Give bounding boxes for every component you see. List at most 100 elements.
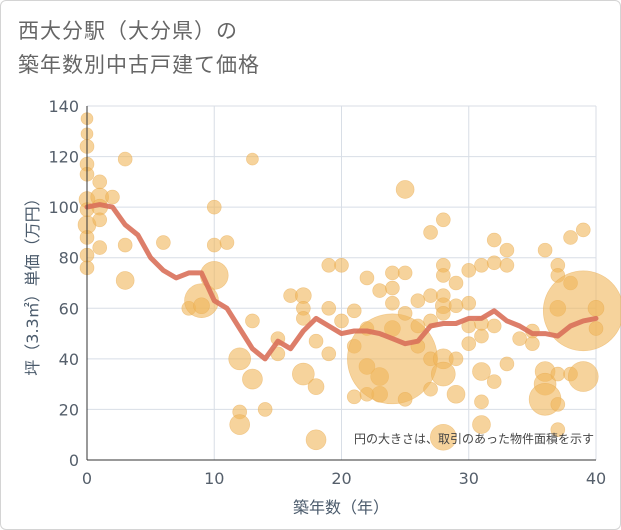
bubble xyxy=(550,366,566,382)
bubble xyxy=(246,152,259,166)
bubble xyxy=(472,415,491,434)
bubble xyxy=(242,368,263,390)
bubble xyxy=(448,351,464,367)
bubble xyxy=(550,397,566,412)
bubble xyxy=(474,328,489,344)
bubble xyxy=(472,362,491,381)
bubble xyxy=(385,280,400,296)
y-tick-label: 100 xyxy=(48,198,79,217)
bubble xyxy=(461,336,477,351)
bubble xyxy=(575,222,591,238)
y-tick-label: 20 xyxy=(59,400,79,419)
bubble xyxy=(206,199,222,215)
bubble xyxy=(346,389,362,405)
y-tick-label: 0 xyxy=(69,451,79,470)
bubble xyxy=(397,306,413,321)
bubble xyxy=(385,265,400,281)
bubble xyxy=(397,392,413,407)
bubble xyxy=(308,333,324,349)
bubble xyxy=(423,225,438,240)
bubble xyxy=(446,384,466,404)
x-tick-label: 40 xyxy=(586,469,606,488)
bubble xyxy=(563,230,578,245)
bubble xyxy=(92,212,108,228)
x-tick-label: 30 xyxy=(459,469,479,488)
grid xyxy=(86,105,597,461)
bubble xyxy=(550,422,566,437)
bubble xyxy=(245,313,260,329)
bubble xyxy=(499,242,515,258)
bubble xyxy=(499,356,515,372)
bubble xyxy=(321,346,337,362)
bubble xyxy=(423,381,438,397)
bubble xyxy=(486,232,502,248)
x-tick-label: 10 xyxy=(204,469,224,488)
x-tick-label: 20 xyxy=(331,469,351,488)
bubble xyxy=(486,318,502,334)
y-tick-label: 80 xyxy=(59,249,79,268)
y-tick-label: 60 xyxy=(59,299,79,318)
bubble xyxy=(486,374,502,389)
bubble xyxy=(156,235,171,250)
bubble xyxy=(228,347,251,371)
bubble xyxy=(346,303,362,319)
bubble xyxy=(587,299,605,317)
chart-title: 西大分駅（大分県）の 築年数別中古戸建て価格 xyxy=(18,19,260,77)
bubble xyxy=(499,257,515,273)
bubble xyxy=(512,331,527,346)
bubble xyxy=(410,293,426,309)
bubble xyxy=(359,270,375,286)
bubble xyxy=(474,257,489,273)
bubble xyxy=(92,240,108,255)
bubbles xyxy=(77,112,621,451)
bubble xyxy=(486,255,502,271)
bubble xyxy=(105,189,120,205)
bubble xyxy=(542,270,621,352)
bubble xyxy=(588,321,604,336)
bubble xyxy=(435,268,451,283)
bubble xyxy=(92,174,108,190)
bubble xyxy=(474,394,489,410)
bubble xyxy=(219,235,235,250)
trend-line xyxy=(84,202,599,362)
bubble xyxy=(229,414,250,435)
bubble xyxy=(435,306,451,321)
bubble xyxy=(305,429,327,451)
bubble xyxy=(334,313,349,329)
bubble xyxy=(321,257,337,273)
y-tick-label: 40 xyxy=(59,350,79,369)
bubble xyxy=(448,298,464,314)
bubble xyxy=(395,180,415,199)
bubble xyxy=(385,295,400,311)
bubble xyxy=(292,362,315,386)
bubble xyxy=(435,212,451,228)
bubble xyxy=(429,423,457,451)
bubble-size-note: 円の大きさは、取引のあった物件面積を示す xyxy=(354,431,594,446)
bubble xyxy=(296,311,311,326)
bubble xyxy=(410,318,426,334)
bubble xyxy=(461,263,477,278)
bubble xyxy=(525,336,540,351)
bubble xyxy=(321,300,337,316)
bubble xyxy=(461,295,477,311)
bubble xyxy=(334,257,349,273)
bubble xyxy=(307,378,325,395)
average-price-line xyxy=(84,202,599,362)
bubble xyxy=(117,151,133,167)
bubble xyxy=(430,361,456,387)
x-tick-label: 0 xyxy=(82,469,92,488)
bubble xyxy=(115,271,135,290)
bubble xyxy=(567,361,599,392)
x-axis-label: 築年数（年） xyxy=(293,498,389,517)
bubble xyxy=(257,402,273,417)
y-axis-label: 坪（3.3㎡）単価（万円） xyxy=(23,190,42,375)
bubble xyxy=(117,237,133,253)
bubble xyxy=(448,275,464,291)
bubble xyxy=(423,288,438,303)
y-tick-label: 140 xyxy=(48,97,79,116)
bubble xyxy=(193,297,210,315)
bubble xyxy=(537,242,553,258)
axes: 0 20 40 60 80 100 120 140 0 10 20 30 40 xyxy=(48,97,606,488)
y-tick-label: 120 xyxy=(48,148,79,167)
